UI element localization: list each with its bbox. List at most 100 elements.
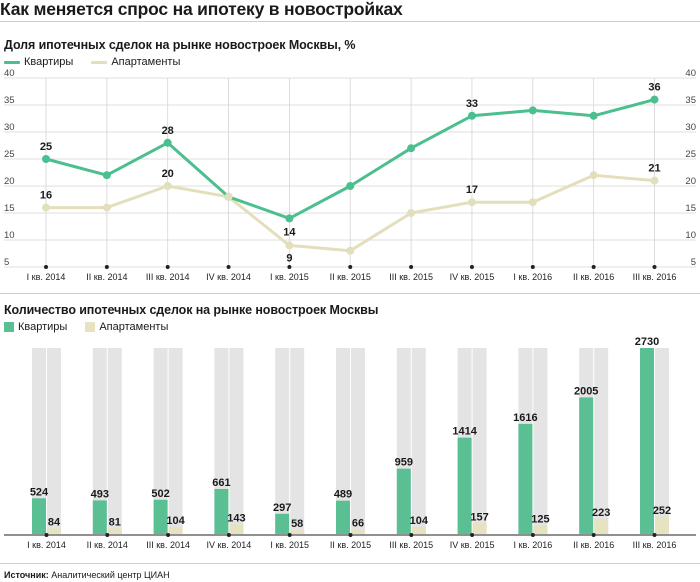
bar-label-kvartiry-4: 297 <box>273 502 291 514</box>
bar-label-apartamenty-1: 81 <box>109 516 121 528</box>
bar-apartamenty-10 <box>655 516 669 534</box>
line-x-label-9: II кв. 2016 <box>573 272 614 282</box>
y-tick-right-15: 15 <box>685 203 696 214</box>
line-point-apartamenty-1 <box>102 203 111 212</box>
line-point-apartamenty-4 <box>285 241 294 250</box>
legend-item-apartamenty: Апартаменты <box>91 56 180 68</box>
bar-x-label-3: IV кв. 2014 <box>207 540 252 550</box>
bar-x-label-6: III кв. 2015 <box>389 540 433 550</box>
bar-label-apartamenty-2: 104 <box>166 515 185 527</box>
bar-label-apartamenty-4: 58 <box>291 518 303 530</box>
line-data-label-kvartiry-7: 33 <box>466 98 478 110</box>
y-tick-right-10: 10 <box>685 230 696 241</box>
line-point-kvartiry-8 <box>528 106 537 115</box>
bar-kvartiry-9 <box>579 397 594 534</box>
line-data-label-kvartiry-0: 25 <box>40 141 52 153</box>
line-x-label-2: III кв. 2014 <box>146 272 190 282</box>
bar-kvartiry-6 <box>396 468 411 534</box>
bar-label-kvartiry-8: 1616 <box>513 412 537 424</box>
line-x-label-10: III кв. 2016 <box>633 272 677 282</box>
title-divider <box>0 21 700 22</box>
bar-x-label-0: I кв. 2014 <box>27 540 66 550</box>
bar-bg-apartamenty-3 <box>229 348 244 534</box>
bar-bg-apartamenty-8 <box>533 348 548 534</box>
legend-swatch-kvartiry <box>4 60 20 64</box>
bar-bg-kvartiry-0 <box>32 348 46 534</box>
line-point-kvartiry-6 <box>407 144 416 153</box>
line-x-label-1: II кв. 2014 <box>86 272 127 282</box>
bar-apartamenty-9 <box>594 518 609 534</box>
bar-label-apartamenty-7: 157 <box>470 511 488 523</box>
line-axis-tick-6 <box>409 265 414 269</box>
line-axis-tick-1 <box>104 265 109 269</box>
bar-apartamenty-7 <box>472 523 487 534</box>
bar-bg-apartamenty-7 <box>472 348 487 534</box>
bar-bg-kvartiry-5 <box>336 348 350 534</box>
bar-legend-swatch-kvartiry <box>4 322 14 332</box>
bar-label-apartamenty-9: 223 <box>592 507 610 519</box>
bar-bg-apartamenty-1 <box>107 348 122 534</box>
bar-x-label-5: II кв. 2015 <box>330 540 371 550</box>
bar-label-kvartiry-2: 502 <box>151 488 169 500</box>
line-x-label-6: III кв. 2015 <box>389 272 433 282</box>
line-data-label-kvartiry-4: 14 <box>283 226 296 238</box>
bar-kvartiry-2 <box>153 499 168 534</box>
bar-chart: 524 84 I кв. 2014 493 81 II кв. 2014 502 104 III… <box>4 336 696 550</box>
line-point-kvartiry-4 <box>285 214 294 223</box>
line-point-kvartiry-5 <box>346 182 355 190</box>
bar-bg-kvartiry-3 <box>214 348 229 534</box>
line-point-apartamenty-7 <box>467 198 476 207</box>
bar-legend-item-kvartiry: Квартиры <box>4 321 67 333</box>
line-point-kvartiry-7 <box>467 111 476 120</box>
bar-kvartiry-0 <box>32 498 46 534</box>
line-x-label-4: I кв. 2015 <box>270 272 309 282</box>
legend-swatch-apartamenty <box>91 60 108 64</box>
source-divider <box>0 563 700 564</box>
line-point-kvartiry-0 <box>42 155 50 163</box>
line-point-apartamenty-6 <box>407 209 416 217</box>
source-label: Источник: <box>4 570 49 580</box>
bar-apartamenty-6 <box>411 526 426 534</box>
line-x-label-8: I кв. 2016 <box>513 272 552 282</box>
line-point-apartamenty-0 <box>42 203 50 212</box>
y-tick-right-35: 35 <box>685 95 696 106</box>
bar-x-label-7: IV кв. 2015 <box>450 540 495 550</box>
bar-kvartiry-4 <box>275 513 290 534</box>
bar-label-apartamenty-10: 252 <box>653 505 671 517</box>
legend-item-kvartiry: Квартиры <box>4 56 73 68</box>
bar-legend-item-apartamenty: Апартаменты <box>85 321 168 333</box>
source-note: Источник: Аналитический центр ЦИАН <box>4 570 170 580</box>
bar-kvartiry-8 <box>518 423 533 534</box>
bar-label-apartamenty-5: 66 <box>352 518 364 530</box>
bar-apartamenty-1 <box>107 528 122 534</box>
bar-bg-kvartiry-1 <box>92 348 107 534</box>
bar-label-kvartiry-0: 524 <box>30 486 49 498</box>
line-point-kvartiry-10 <box>650 95 659 104</box>
bar-x-label-2: III кв. 2014 <box>146 540 190 550</box>
bar-label-kvartiry-3: 661 <box>212 477 230 489</box>
line-axis-tick-10 <box>652 265 657 269</box>
bar-legend-label-apartamenty: Апартаменты <box>99 321 169 333</box>
line-data-label-apartamenty-10: 21 <box>648 163 660 175</box>
line-x-label-0: I кв. 2014 <box>27 272 66 282</box>
bar-label-kvartiry-5: 489 <box>334 489 352 501</box>
line-point-kvartiry-9 <box>589 111 598 120</box>
bar-legend-label-kvartiry: Квартиры <box>18 321 68 333</box>
bar-apartamenty-8 <box>533 525 548 534</box>
line-point-apartamenty-5 <box>346 246 355 255</box>
y-tick-left-10: 10 <box>4 230 15 241</box>
line-data-label-apartamenty-0: 16 <box>40 190 52 202</box>
line-data-label-kvartiry-10: 36 <box>648 82 660 94</box>
line-axis-tick-7 <box>469 265 474 269</box>
bar-kvartiry-1 <box>92 500 107 534</box>
y-tick-left-40: 40 <box>4 68 15 79</box>
bar-x-label-9: II кв. 2016 <box>573 540 614 550</box>
bar-chart-legend: Квартиры Апартаменты <box>4 321 186 333</box>
bar-bg-apartamenty-2 <box>168 348 183 534</box>
line-point-apartamenty-3 <box>224 192 233 201</box>
line-x-label-5: II кв. 2015 <box>330 272 371 282</box>
bar-apartamenty-0 <box>47 528 61 534</box>
line-data-label-apartamenty-7: 17 <box>466 184 478 196</box>
bar-label-apartamenty-3: 143 <box>227 512 245 524</box>
bar-apartamenty-3 <box>229 524 244 534</box>
